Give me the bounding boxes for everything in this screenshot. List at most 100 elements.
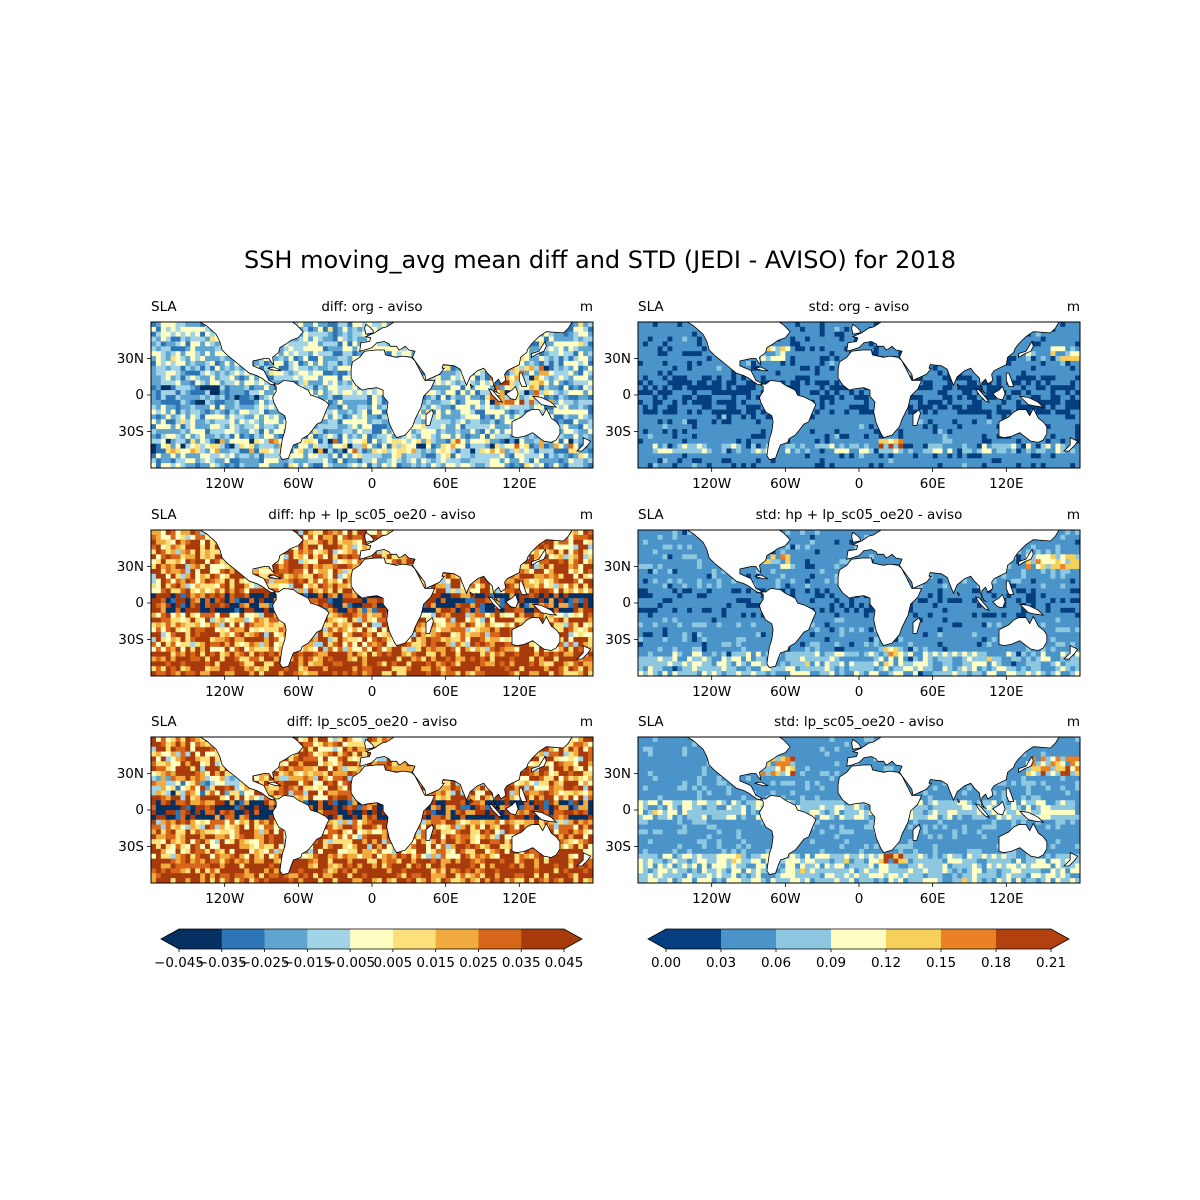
land-sriLanka bbox=[956, 383, 961, 389]
colorbar-tick-label: 0.15 bbox=[925, 955, 957, 971]
land-newZealand bbox=[1063, 851, 1079, 867]
colorbar-segment bbox=[350, 929, 394, 949]
panel-left-label: SLA bbox=[638, 299, 664, 315]
panel-units: m bbox=[1066, 299, 1080, 315]
land-newZealand bbox=[576, 644, 592, 660]
colorbar-segment bbox=[392, 929, 437, 949]
x-tick-label: 60W bbox=[770, 684, 801, 700]
colorbar-tick-label: −0.005 bbox=[325, 955, 376, 971]
land-southAmerica bbox=[272, 794, 330, 875]
x-tick-label: 120W bbox=[205, 891, 245, 907]
colorbar-segment bbox=[221, 929, 266, 949]
panel-title: std: org - aviso bbox=[808, 299, 910, 315]
colorbar-tick-label: 0.21 bbox=[1035, 955, 1067, 971]
colorbar-segment bbox=[179, 929, 223, 949]
x-tick-label: 0 bbox=[854, 891, 864, 907]
x-tick-label: 120E bbox=[502, 891, 537, 907]
x-tick-label: 120E bbox=[502, 684, 537, 700]
colorbar-tick-label: 0.03 bbox=[705, 955, 737, 971]
panel-units: m bbox=[1066, 714, 1080, 730]
land-eurasia bbox=[846, 737, 1080, 810]
x-tick-label: 120W bbox=[692, 476, 732, 492]
land-africa bbox=[837, 349, 923, 439]
land-southAmerica bbox=[272, 379, 330, 460]
sla-field bbox=[638, 322, 1080, 468]
land-newZealand bbox=[1063, 644, 1079, 660]
y-tick-label: 0 bbox=[622, 387, 631, 403]
land-madagascar bbox=[425, 823, 434, 841]
x-tick-label: 120E bbox=[989, 684, 1024, 700]
land-newGuinea bbox=[1018, 810, 1045, 823]
map-frame bbox=[150, 321, 594, 469]
land-eurasia bbox=[359, 322, 593, 395]
x-tick-label: 60E bbox=[432, 891, 459, 907]
figure-title: SSH moving_avg mean diff and STD (JEDI -… bbox=[243, 246, 957, 274]
land-sriLanka bbox=[469, 798, 474, 804]
land-madagascar bbox=[912, 823, 921, 841]
land-northAmerica bbox=[165, 322, 304, 386]
colorbar-segment bbox=[721, 929, 777, 949]
land-newZealand bbox=[1063, 436, 1079, 452]
land-southAmerica bbox=[759, 587, 817, 668]
land-sriLanka bbox=[956, 798, 961, 804]
land-southAmerica bbox=[272, 587, 330, 668]
colorbar-extend-max bbox=[564, 929, 582, 949]
y-tick-label: 0 bbox=[135, 802, 144, 818]
colorbar-segment bbox=[776, 929, 832, 949]
land-madagascar bbox=[912, 616, 921, 634]
land-newZealand bbox=[576, 436, 592, 452]
y-tick-label: 0 bbox=[622, 595, 631, 611]
land-philippines bbox=[1005, 372, 1015, 387]
land-africa bbox=[837, 557, 923, 647]
y-tick-label: 0 bbox=[622, 802, 631, 818]
colorbar-segment bbox=[478, 929, 522, 949]
colorbar-tick-label: 0.18 bbox=[980, 955, 1012, 971]
colorbar-segment bbox=[521, 929, 565, 949]
land-sumatra bbox=[974, 388, 991, 404]
map-frame bbox=[637, 529, 1081, 677]
map-frame bbox=[150, 736, 594, 884]
land-uk bbox=[364, 531, 374, 543]
land-japan bbox=[531, 340, 547, 359]
land-sriLanka bbox=[469, 383, 474, 389]
x-tick-label: 120W bbox=[205, 684, 245, 700]
land-madagascar bbox=[425, 616, 434, 634]
panel-units: m bbox=[579, 714, 593, 730]
x-tick-label: 120W bbox=[692, 684, 732, 700]
land-uk bbox=[851, 531, 861, 543]
land-uk bbox=[364, 738, 374, 750]
sla-field bbox=[638, 737, 1080, 883]
land-australia bbox=[511, 407, 561, 443]
land-borneo bbox=[505, 593, 519, 609]
land-madagascar bbox=[912, 408, 921, 426]
x-tick-label: 0 bbox=[854, 684, 864, 700]
x-tick-label: 120E bbox=[989, 891, 1024, 907]
land-borneo bbox=[505, 385, 519, 401]
land-africa bbox=[350, 349, 436, 439]
land-australia bbox=[511, 822, 561, 858]
colorbar-segment bbox=[886, 929, 942, 949]
y-tick-label: 0 bbox=[135, 387, 144, 403]
land-eurasia bbox=[846, 530, 1080, 603]
land-japan bbox=[1018, 340, 1034, 359]
land-eurasia bbox=[846, 322, 1080, 395]
colorbar-outline bbox=[647, 928, 1070, 950]
land-sumatra bbox=[487, 803, 504, 819]
land-africa bbox=[350, 557, 436, 647]
land-philippines bbox=[1005, 580, 1015, 595]
y-tick-label: 30N bbox=[603, 765, 631, 782]
land-japan bbox=[1018, 548, 1034, 567]
sla-field bbox=[151, 530, 593, 676]
land-japan bbox=[531, 755, 547, 774]
land-northAmerica bbox=[652, 530, 791, 594]
land-cuba bbox=[754, 366, 769, 372]
land-southAmerica bbox=[759, 794, 817, 875]
y-tick-label: 30S bbox=[118, 631, 144, 648]
colorbar-tick-label: 0.00 bbox=[650, 955, 682, 971]
colorbar-tick-label: 0.035 bbox=[501, 955, 541, 971]
land-borneo bbox=[505, 800, 519, 816]
colorbar-tick-label: 0.12 bbox=[870, 955, 902, 971]
